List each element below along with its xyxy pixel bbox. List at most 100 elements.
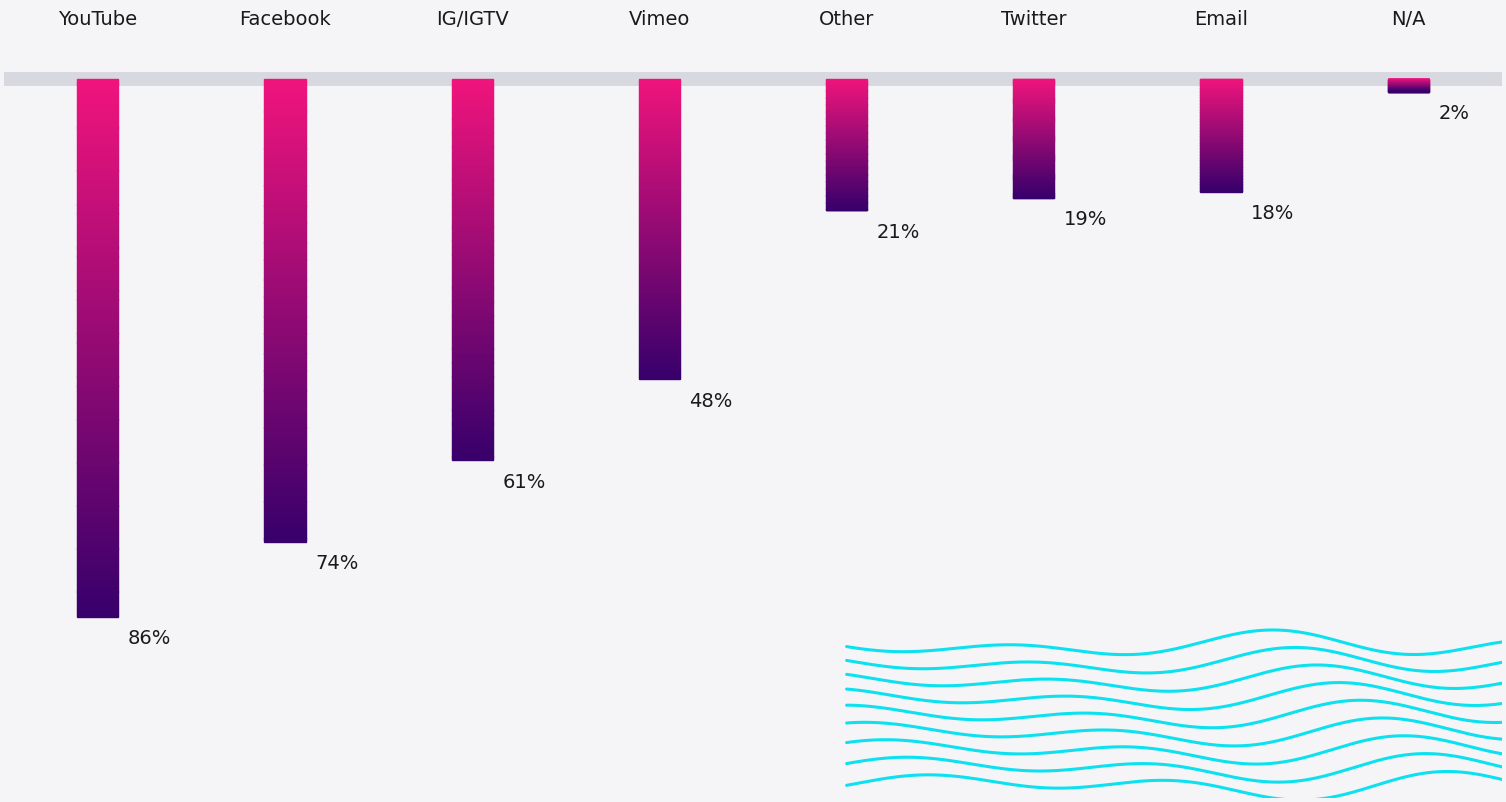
Bar — [639, 340, 681, 341]
Bar — [452, 211, 492, 213]
Bar — [77, 152, 119, 155]
Bar — [265, 213, 306, 215]
Bar — [77, 87, 119, 88]
Bar — [452, 384, 492, 386]
Bar — [639, 168, 681, 169]
Bar — [265, 458, 306, 460]
Bar — [265, 384, 306, 386]
Bar — [639, 248, 681, 249]
Bar — [77, 271, 119, 273]
Bar — [77, 369, 119, 371]
Bar — [265, 272, 306, 273]
Bar — [452, 354, 492, 356]
Bar — [265, 147, 306, 148]
Bar — [77, 608, 119, 610]
Bar — [639, 187, 681, 188]
Bar — [77, 376, 119, 379]
Bar — [452, 205, 492, 206]
Bar — [639, 122, 681, 124]
Bar — [265, 85, 306, 87]
Bar — [452, 415, 492, 416]
Bar — [265, 195, 306, 196]
Bar — [639, 359, 681, 360]
Bar — [265, 489, 306, 491]
Bar — [265, 284, 306, 286]
Bar — [452, 336, 492, 337]
Bar — [77, 348, 119, 350]
Bar — [452, 370, 492, 371]
Bar — [265, 167, 306, 168]
Bar — [265, 394, 306, 395]
Bar — [77, 156, 119, 158]
Bar — [639, 363, 681, 364]
Bar — [452, 187, 492, 188]
Bar — [77, 269, 119, 271]
Bar — [77, 325, 119, 326]
Bar — [452, 80, 492, 82]
Bar — [77, 500, 119, 502]
Bar — [639, 116, 681, 117]
Bar — [639, 171, 681, 172]
Bar — [639, 203, 681, 205]
Bar — [265, 372, 306, 374]
Bar — [77, 428, 119, 431]
Bar — [639, 220, 681, 221]
Bar — [452, 334, 492, 336]
Bar — [639, 342, 681, 343]
Bar — [77, 225, 119, 226]
Bar — [639, 378, 681, 379]
Bar — [265, 93, 306, 95]
Bar — [452, 180, 492, 182]
Bar — [265, 185, 306, 187]
Bar — [265, 464, 306, 466]
Bar — [77, 226, 119, 228]
Bar — [77, 205, 119, 206]
Bar — [639, 300, 681, 301]
Bar — [639, 97, 681, 98]
Bar — [265, 82, 306, 83]
Bar — [452, 84, 492, 86]
Bar — [639, 196, 681, 197]
Bar — [77, 403, 119, 405]
Bar — [452, 112, 492, 113]
Bar — [77, 265, 119, 267]
Bar — [265, 344, 306, 346]
Bar — [639, 173, 681, 174]
Bar — [265, 456, 306, 457]
Bar — [452, 177, 492, 178]
Bar — [452, 265, 492, 266]
Bar — [77, 107, 119, 110]
Bar — [77, 249, 119, 251]
Bar — [452, 428, 492, 430]
Bar — [77, 466, 119, 468]
Bar — [265, 508, 306, 509]
Bar — [77, 543, 119, 545]
Bar — [639, 148, 681, 149]
Bar — [265, 227, 306, 229]
Bar — [265, 511, 306, 512]
Bar — [77, 479, 119, 480]
Bar — [639, 92, 681, 93]
Bar — [452, 285, 492, 286]
Bar — [265, 506, 306, 508]
Bar — [77, 111, 119, 113]
Bar — [77, 135, 119, 136]
Bar — [452, 263, 492, 265]
Bar — [452, 323, 492, 324]
Bar — [639, 85, 681, 86]
Bar — [265, 478, 306, 480]
Bar — [265, 374, 306, 375]
Bar — [452, 413, 492, 415]
Bar — [77, 208, 119, 210]
Text: Email: Email — [1194, 10, 1248, 29]
Bar — [639, 180, 681, 181]
Bar — [265, 471, 306, 472]
Bar — [639, 317, 681, 318]
Bar — [265, 469, 306, 471]
Bar — [77, 203, 119, 205]
Bar — [265, 419, 306, 421]
Bar — [77, 505, 119, 508]
Bar — [639, 232, 681, 233]
Bar — [265, 310, 306, 312]
Bar — [265, 238, 306, 240]
